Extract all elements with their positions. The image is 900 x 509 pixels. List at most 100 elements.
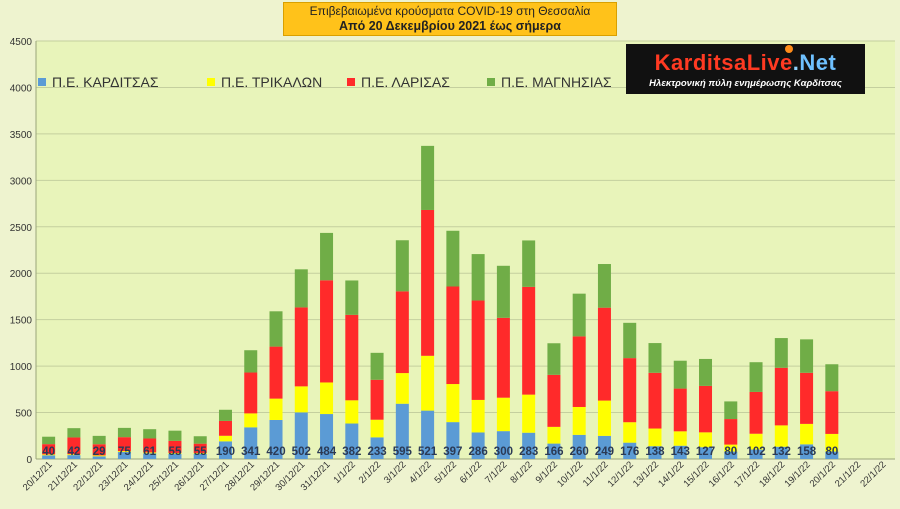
bar-segment-larisa [92,444,106,456]
bar-segment-trikala [623,422,637,443]
bar-segment-trikala [370,419,384,438]
bar-segment-larisa [269,346,283,399]
x-tick-label: 15/1/22 [681,459,711,489]
bar-segment-larisa [522,286,536,395]
data-label: 190 [216,446,235,458]
bar-segment-trikala [168,452,182,454]
legend-swatch [207,78,215,86]
plot-area [36,41,895,459]
bar-segment-larisa [421,209,435,356]
bar-segment-karditsa [42,455,56,459]
bar-segment-trikala [699,432,713,448]
bar-segment-karditsa [421,410,435,459]
bar-segment-trikala [673,431,687,446]
bar-segment-karditsa [572,434,586,459]
data-label: 127 [696,446,715,458]
y-tick-label: 1000 [10,362,33,373]
bar-segment-karditsa [143,453,157,459]
bar-segment-trikala [572,406,586,435]
data-label: 29 [93,446,106,458]
bar-segment-trikala [421,355,435,411]
bar-segment-magnisia [193,436,207,444]
bar-segment-trikala [547,426,561,444]
bar-segment-larisa [749,391,763,434]
logo-pin-icon [785,45,793,53]
bar-segment-larisa [370,379,384,420]
bar-segment-magnisia [547,343,561,375]
bar-segment-magnisia [244,350,258,373]
data-label: 283 [519,446,538,458]
x-tick-label: 8/1/22 [508,459,534,485]
bar-segment-magnisia [522,240,536,287]
bar-segment-karditsa [168,453,182,459]
bar-segment-karditsa [294,412,308,459]
legend-label: Π.Ε. ΜΑΓΝΗΣΙΑΣ [501,74,612,90]
data-label: 341 [241,446,261,458]
bar-segment-magnisia [92,435,106,445]
bar-segment-larisa [673,388,687,432]
bar-segment-trikala [143,452,157,454]
bar-segment-trikala [67,454,81,456]
bar-segment-larisa [800,372,814,424]
x-tick-label: 10/1/22 [555,459,585,489]
bar-segment-magnisia [320,232,334,281]
bar-segment-karditsa [648,446,662,459]
bar-segment-magnisia [345,280,359,315]
bar-segment-larisa [547,374,561,427]
bar-segment-larisa [446,286,460,385]
x-tick-label: 14/1/22 [656,459,686,489]
bar-segment-larisa [774,367,788,426]
data-label: 158 [797,446,817,458]
bar-segment-magnisia [67,428,81,438]
bar-segment-magnisia [673,360,687,389]
bar-segment-karditsa [522,432,536,459]
logo-tagline: Ηλεκτρονική πύλη ενημέρωσης Καρδίτσας [649,78,842,89]
bar-segment-larisa [143,438,157,453]
data-label: 397 [443,446,462,458]
y-tick-label: 4500 [10,37,33,48]
legend-label: Π.Ε. ΛΑΡΙΣΑΣ [361,74,450,90]
y-tick-label: 3000 [10,176,33,187]
x-tick-label: 18/1/22 [757,459,787,489]
x-tick-label: 5/1/22 [433,459,459,485]
bar-segment-larisa [294,307,308,387]
bar-segment-trikala [446,384,460,423]
legend-swatch [38,78,46,86]
karditsalive-logo: KarditsaLive.Net Ηλεκτρονική πύλη ενημέρ… [626,44,865,94]
x-tick-label: 22/1/22 [858,459,888,489]
chart-title: Επιβεβαιωμένα κρούσματα COVID-19 στη Θεσ… [309,4,591,18]
data-label: 176 [620,446,639,458]
bar-segment-karditsa [774,446,788,459]
data-label: 143 [671,446,690,458]
bar-segment-magnisia [168,430,182,441]
bar-segment-larisa [320,280,334,383]
legend-swatch [487,78,495,86]
bar-segment-karditsa [673,445,687,459]
data-label: 260 [570,446,589,458]
logo-name: KarditsaLive.Net [654,50,837,75]
y-tick-label: 4000 [10,83,33,94]
bar-segment-trikala [395,373,409,404]
bar-segment-karditsa [597,435,611,459]
bar-segment-karditsa [92,456,106,459]
data-label: 102 [746,446,765,458]
bar-segment-magnisia [699,358,713,386]
bar-segment-magnisia [218,409,232,421]
data-label: 249 [595,446,614,458]
bar-segment-karditsa [395,403,409,459]
bar-segment-larisa [168,440,182,453]
data-label: 595 [393,446,413,458]
y-tick-label: 2000 [10,269,33,280]
bar-segment-larisa [67,437,81,455]
data-label: 75 [118,446,131,458]
y-tick-label: 0 [26,455,32,466]
bar-segment-trikala [724,444,738,452]
bar-segment-magnisia [370,352,384,380]
bar-segment-karditsa [800,444,814,459]
bar-segment-magnisia [421,145,435,210]
bar-segment-magnisia [825,364,839,392]
bar-segment-larisa [648,372,662,429]
data-label: 521 [418,446,438,458]
bar-segment-magnisia [800,339,814,373]
